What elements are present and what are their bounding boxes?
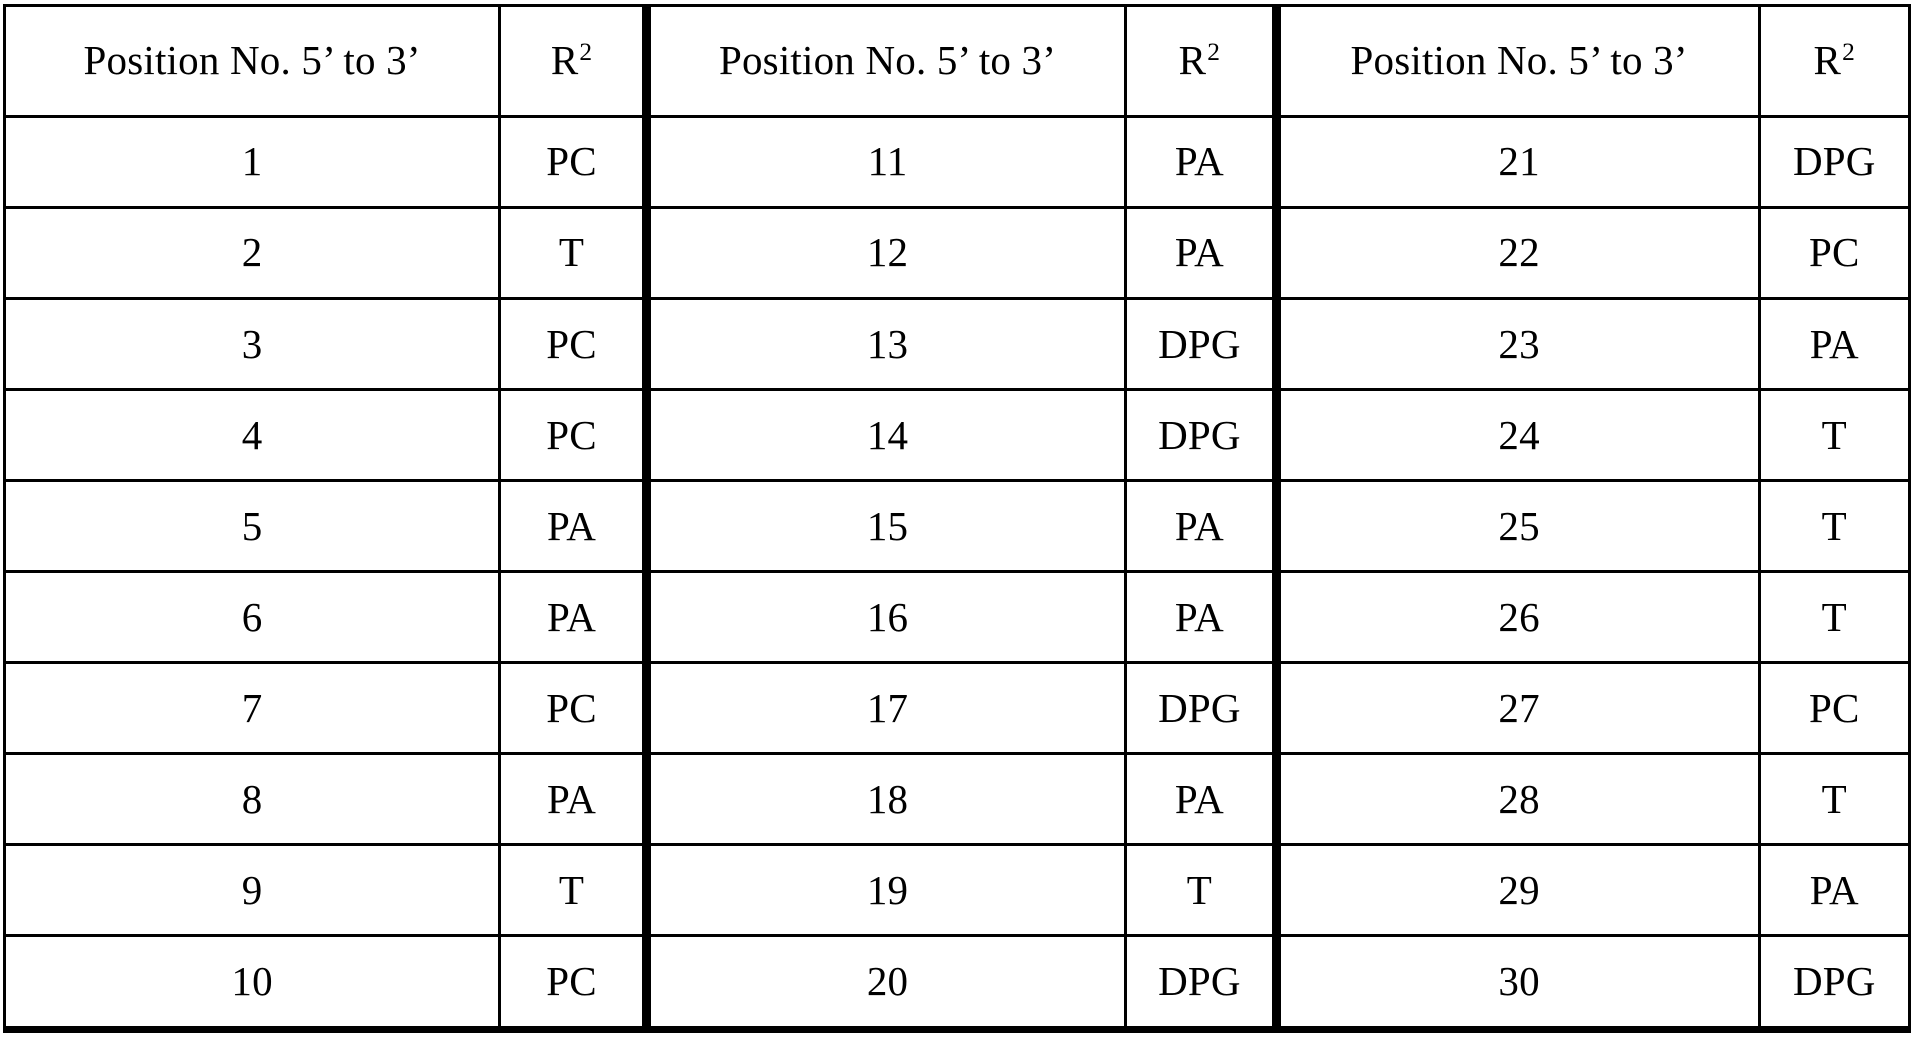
cell-position: 2 — [5, 207, 500, 298]
cell-r2: PC — [1759, 207, 1909, 298]
cell-r2: PA — [1126, 572, 1276, 663]
r2-base-1: R — [551, 37, 579, 83]
r2-base-3: R — [1814, 37, 1842, 83]
cell-position: 5 — [5, 481, 500, 572]
table-row: 6 PA 16 PA 26 T — [5, 572, 1910, 663]
cell-r2: PA — [1126, 754, 1276, 845]
table-row: 5 PA 15 PA 25 T — [5, 481, 1910, 572]
table-sheet: Position No. 5’ to 3’ R2 Position No. 5’… — [0, 4, 1914, 1041]
cell-position: 26 — [1276, 572, 1759, 663]
table-row: 9 T 19 T 29 PA — [5, 845, 1910, 936]
header-position-label-3: Position No. 5’ to 3’ — [1351, 39, 1688, 82]
cell-r2: DPG — [1126, 390, 1276, 481]
cell-position: 4 — [5, 390, 500, 481]
cell-position: 8 — [5, 754, 500, 845]
cell-position: 27 — [1276, 663, 1759, 754]
cell-r2: PA — [1126, 481, 1276, 572]
header-r2-label-2: R2 — [1179, 39, 1220, 82]
cell-position: 29 — [1276, 845, 1759, 936]
cell-r2: PC — [500, 663, 647, 754]
header-position-label-2: Position No. 5’ to 3’ — [719, 39, 1056, 82]
cell-r2: T — [1759, 390, 1909, 481]
cell-position: 13 — [646, 299, 1125, 390]
cell-r2: DPG — [1126, 936, 1276, 1030]
cell-position: 15 — [646, 481, 1125, 572]
cell-position: 17 — [646, 663, 1125, 754]
table-row: 4 PC 14 DPG 24 T — [5, 390, 1910, 481]
header-position-group-1: Position No. 5’ to 3’ — [5, 6, 500, 117]
cell-r2: PA — [1759, 845, 1909, 936]
header-r2-group-3: R2 — [1759, 6, 1909, 117]
cell-r2: PA — [1759, 299, 1909, 390]
cell-position: 21 — [1276, 116, 1759, 207]
r2-exponent-1: 2 — [579, 38, 592, 66]
header-position-group-2: Position No. 5’ to 3’ — [646, 6, 1125, 117]
cell-position: 12 — [646, 207, 1125, 298]
cell-r2: PC — [500, 936, 647, 1030]
cell-position: 11 — [646, 116, 1125, 207]
cell-position: 6 — [5, 572, 500, 663]
cell-position: 1 — [5, 116, 500, 207]
header-r2-group-2: R2 — [1126, 6, 1276, 117]
cell-r2: T — [500, 845, 647, 936]
cell-position: 9 — [5, 845, 500, 936]
table-row: 10 PC 20 DPG 30 DPG — [5, 936, 1910, 1030]
cell-r2: DPG — [1126, 299, 1276, 390]
table-row: 1 PC 11 PA 21 DPG — [5, 116, 1910, 207]
cell-r2: T — [1759, 754, 1909, 845]
table-row: 3 PC 13 DPG 23 PA — [5, 299, 1910, 390]
cell-position: 14 — [646, 390, 1125, 481]
table-row: 7 PC 17 DPG 27 PC — [5, 663, 1910, 754]
cell-position: 16 — [646, 572, 1125, 663]
header-position-group-3: Position No. 5’ to 3’ — [1276, 6, 1759, 117]
header-r2-label-3: R2 — [1814, 39, 1855, 82]
cell-r2: PA — [1126, 116, 1276, 207]
cell-r2: T — [1759, 481, 1909, 572]
cell-r2: PC — [500, 299, 647, 390]
header-position-label-1: Position No. 5’ to 3’ — [84, 39, 421, 82]
cell-position: 7 — [5, 663, 500, 754]
cell-r2: PC — [500, 116, 647, 207]
table-row: 2 T 12 PA 22 PC — [5, 207, 1910, 298]
cell-r2: PA — [1126, 207, 1276, 298]
cell-r2: PA — [500, 481, 647, 572]
cell-r2: T — [500, 207, 647, 298]
cell-position: 23 — [1276, 299, 1759, 390]
cell-position: 25 — [1276, 481, 1759, 572]
cell-position: 18 — [646, 754, 1125, 845]
cell-r2: PC — [500, 390, 647, 481]
cell-position: 28 — [1276, 754, 1759, 845]
header-r2-group-1: R2 — [500, 6, 647, 117]
table-row: 8 PA 18 PA 28 T — [5, 754, 1910, 845]
cell-position: 10 — [5, 936, 500, 1030]
cell-position: 20 — [646, 936, 1125, 1030]
cell-r2: T — [1759, 572, 1909, 663]
r2-base-2: R — [1179, 37, 1207, 83]
cell-r2: DPG — [1759, 936, 1909, 1030]
r2-exponent-2: 2 — [1207, 38, 1220, 66]
cell-r2: DPG — [1759, 116, 1909, 207]
position-r2-table: Position No. 5’ to 3’ R2 Position No. 5’… — [3, 4, 1911, 1033]
cell-r2: PA — [500, 754, 647, 845]
cell-position: 22 — [1276, 207, 1759, 298]
r2-exponent-3: 2 — [1842, 38, 1855, 66]
header-r2-label-1: R2 — [551, 39, 592, 82]
cell-position: 3 — [5, 299, 500, 390]
cell-position: 19 — [646, 845, 1125, 936]
cell-r2: PC — [1759, 663, 1909, 754]
cell-position: 30 — [1276, 936, 1759, 1030]
cell-r2: DPG — [1126, 663, 1276, 754]
table-header-row: Position No. 5’ to 3’ R2 Position No. 5’… — [5, 6, 1910, 117]
cell-r2: PA — [500, 572, 647, 663]
cell-r2: T — [1126, 845, 1276, 936]
cell-position: 24 — [1276, 390, 1759, 481]
